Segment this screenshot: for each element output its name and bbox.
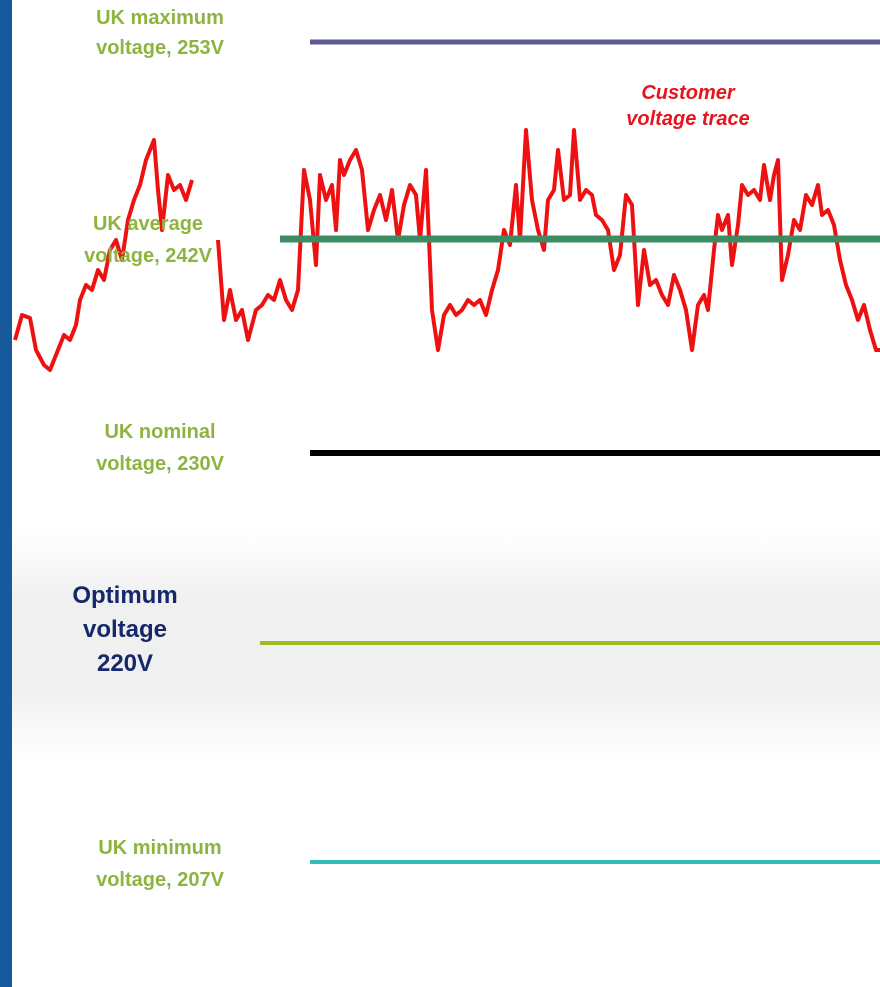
voltage-trace (13, 138, 194, 372)
trace-label: voltage trace (626, 108, 749, 130)
level-label: UK minimum (98, 837, 221, 859)
level-label: UK average (93, 213, 203, 235)
level-label: UK nominal (104, 421, 215, 443)
trace-label: Customer (641, 82, 736, 104)
voltage-trace (216, 128, 880, 352)
level-label: voltage (83, 616, 167, 643)
level-label: voltage, 230V (96, 453, 225, 475)
level-label: voltage, 253V (96, 37, 225, 59)
side-bar (0, 0, 12, 987)
level-label: voltage, 242V (84, 245, 213, 267)
level-label: voltage, 207V (96, 869, 225, 891)
level-label: UK maximum (96, 7, 224, 29)
level-label: 220V (97, 650, 153, 677)
level-label: Optimum (72, 582, 177, 609)
